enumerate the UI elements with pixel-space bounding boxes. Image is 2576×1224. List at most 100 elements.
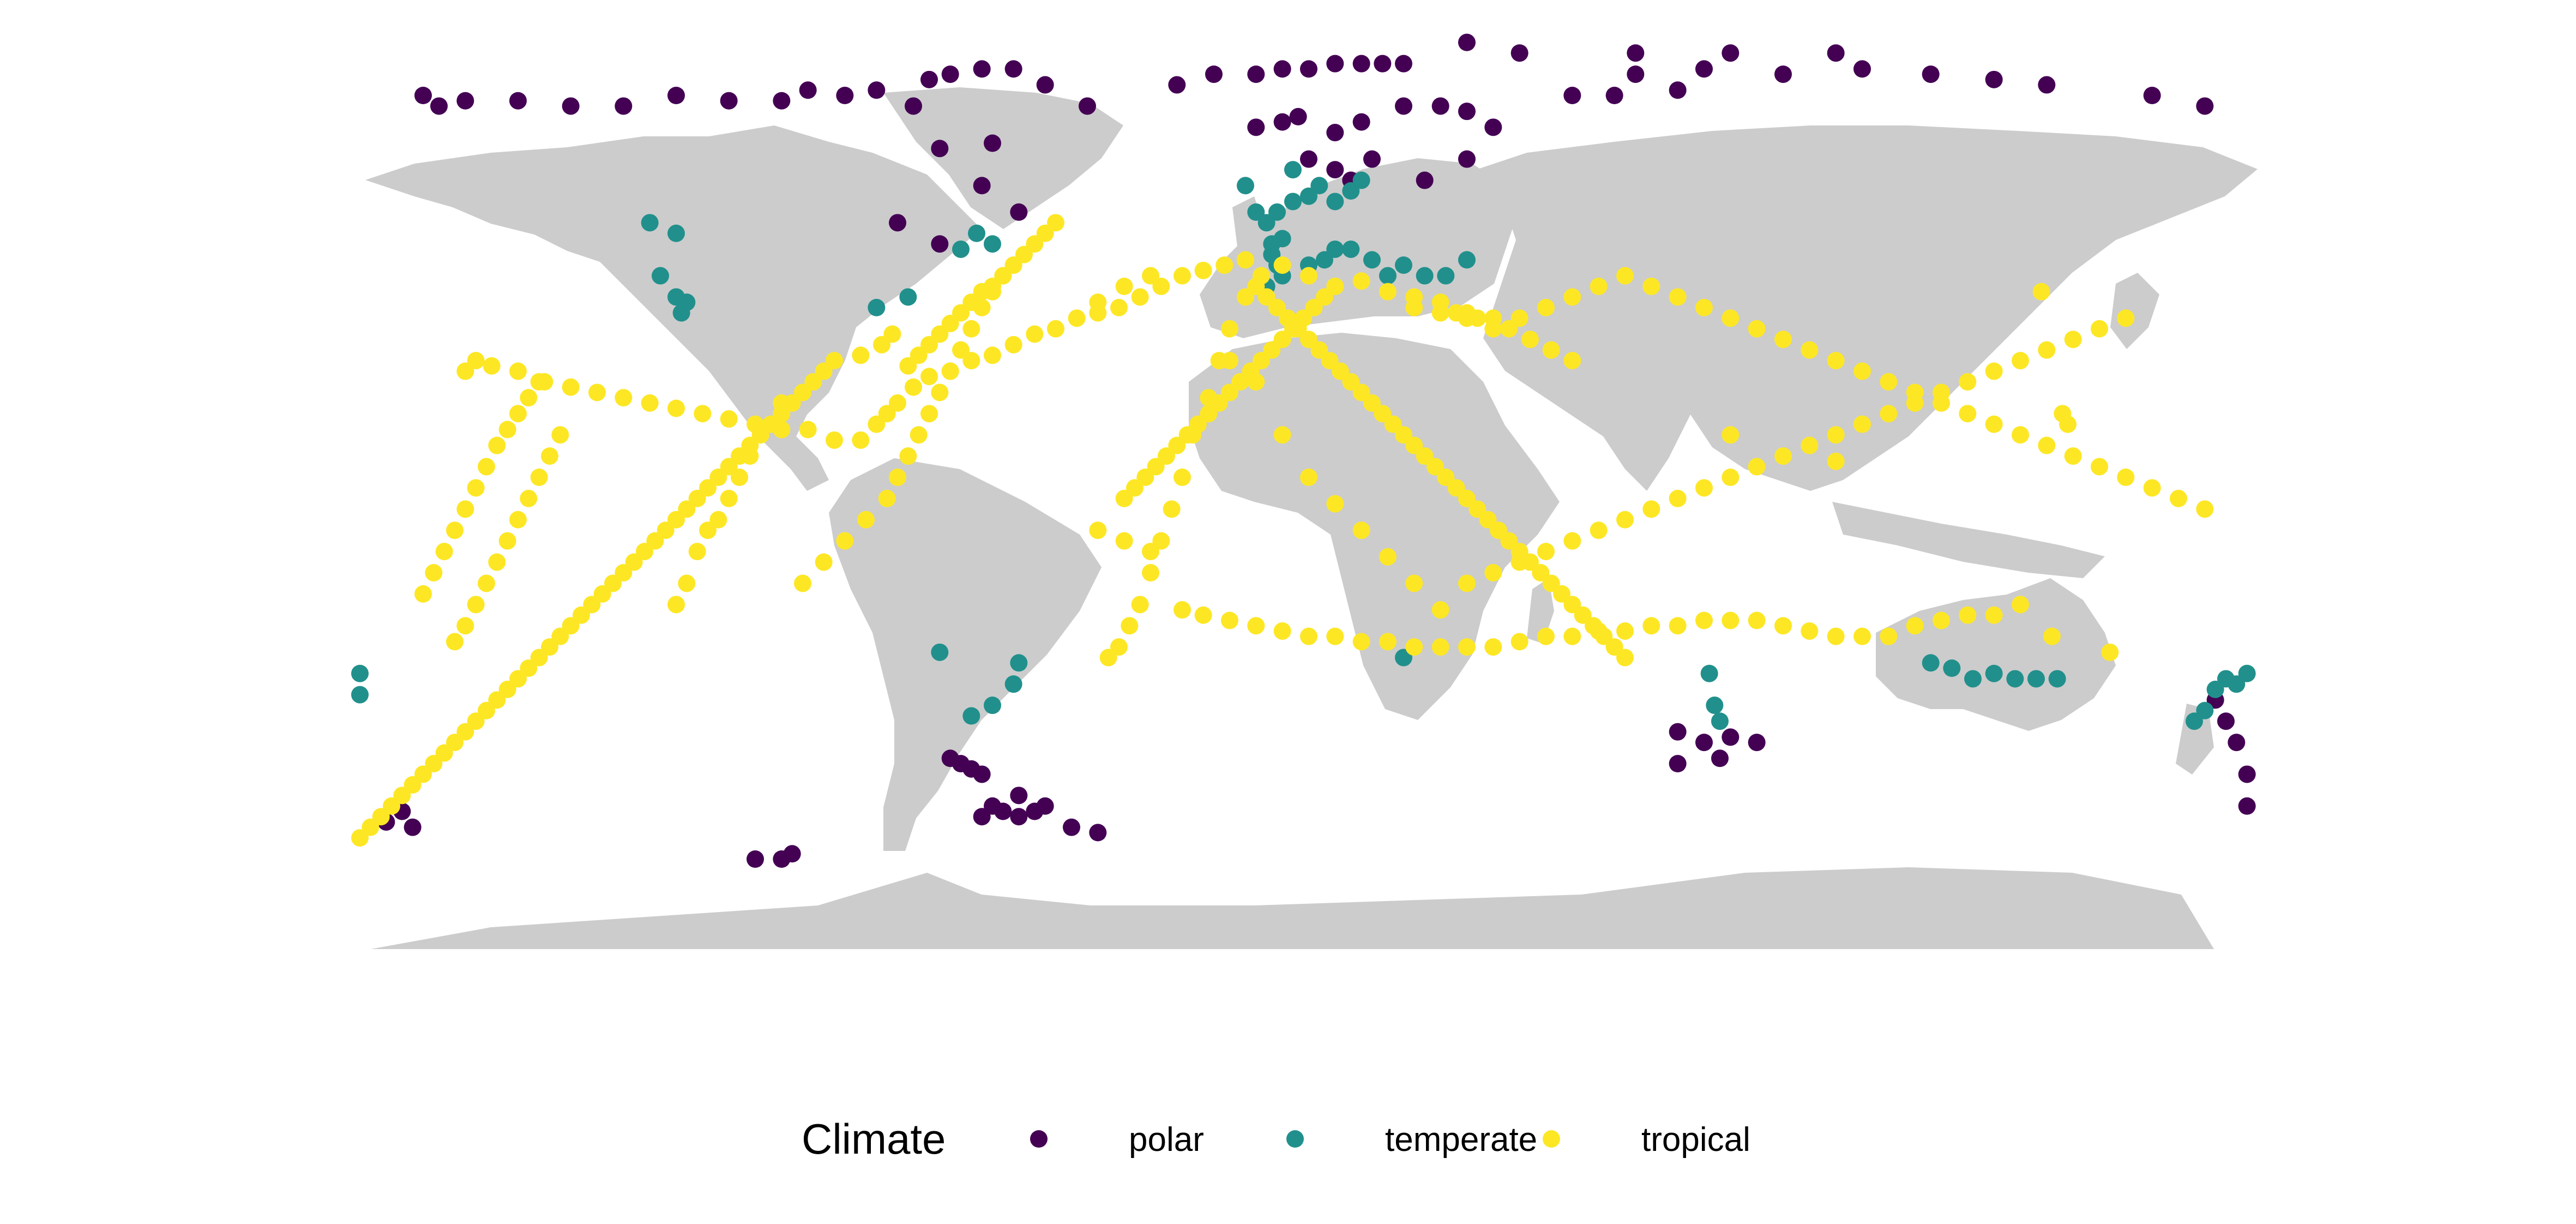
point-tropical-284: [1500, 532, 1518, 550]
point-polar-24: [1326, 55, 1344, 73]
point-polar-33: [1395, 97, 1412, 115]
point-temperate-38: [931, 643, 949, 661]
point-tropical-96: [551, 426, 569, 444]
point-tropical-60: [1405, 638, 1423, 656]
point-temperate-16: [1342, 182, 1360, 200]
point-tropical-233: [1316, 288, 1333, 306]
land-antarctica: [371, 867, 2214, 949]
point-tropical-129: [931, 383, 949, 401]
point-temperate-43: [1395, 649, 1412, 667]
point-polar-39: [1627, 65, 1645, 83]
point-tropical-54: [1247, 617, 1265, 635]
point-tropical-212: [2170, 489, 2187, 507]
point-tropical-105: [498, 421, 516, 439]
point-polar-93: [2228, 734, 2246, 752]
point-tropical-25: [1004, 335, 1022, 353]
point-tropical-315: [709, 469, 727, 486]
point-temperate-35: [1237, 177, 1254, 195]
point-tropical-248: [1036, 224, 1054, 242]
point-tropical-225: [1231, 373, 1249, 391]
point-tropical-283: [1490, 521, 1507, 539]
point-tropical-193: [1669, 288, 1687, 306]
point-tropical-267: [1321, 352, 1339, 370]
point-temperate-8: [952, 240, 970, 258]
point-tropical-263: [1279, 309, 1297, 327]
point-tropical-121: [815, 553, 833, 571]
point-tropical-50: [1099, 649, 1117, 667]
point-tropical-295: [1616, 649, 1634, 667]
point-tropical-55: [1273, 622, 1291, 640]
point-temperate-34: [1284, 161, 1302, 179]
point-tropical-127: [910, 426, 928, 444]
point-tropical-20: [905, 378, 922, 396]
point-polar-5: [615, 97, 633, 115]
point-tropical-192: [1642, 278, 1660, 295]
point-polar-48: [2196, 97, 2214, 115]
point-tropical-89: [478, 574, 495, 592]
point-tropical-143: [1300, 469, 1317, 486]
point-polar-32: [1352, 113, 1370, 131]
point-tropical-27: [1047, 320, 1064, 338]
point-temperate-41: [984, 697, 1001, 715]
point-tropical-18: [878, 405, 896, 423]
point-tropical-204: [1959, 405, 1977, 423]
point-tropical-32: [1152, 278, 1170, 295]
point-tropical-343: [414, 765, 432, 783]
point-tropical-59: [1379, 633, 1397, 651]
point-tropical-246: [1015, 245, 1033, 263]
point-temperate-40: [1004, 675, 1022, 693]
point-tropical-172: [2064, 331, 2082, 349]
point-tropical-83: [2012, 596, 2029, 614]
point-tropical-323: [625, 553, 643, 571]
point-temperate-60: [1706, 697, 1724, 715]
point-tropical-99: [435, 543, 453, 561]
point-polar-90: [1669, 755, 1687, 772]
point-polar-28: [1247, 118, 1265, 136]
point-tropical-194: [1695, 298, 1713, 316]
point-tropical-254: [1468, 309, 1486, 327]
point-tropical-310: [762, 415, 780, 433]
point-tropical-34: [1194, 261, 1212, 279]
point-tropical-147: [1405, 574, 1423, 592]
point-tropical-339: [456, 723, 474, 741]
point-tropical-239: [941, 315, 959, 333]
point-temperate-53: [2186, 712, 2203, 730]
point-tropical-65: [1537, 627, 1555, 645]
point-tropical-321: [646, 532, 664, 550]
point-tropical-3: [509, 362, 527, 380]
point-tropical-122: [836, 532, 854, 550]
point-polar-12: [905, 97, 922, 115]
point-temperate-49: [2027, 670, 2045, 688]
point-polar-2: [456, 92, 474, 110]
point-tropical-336: [488, 691, 506, 709]
point-polar-87: [1722, 728, 1740, 746]
point-tropical-47: [1131, 596, 1149, 614]
point-tropical-75: [1801, 622, 1819, 640]
point-tropical-235: [899, 357, 917, 375]
point-tropical-90: [488, 553, 506, 571]
point-tropical-146: [1379, 548, 1397, 566]
point-tropical-279: [1447, 479, 1465, 497]
point-polar-47: [2143, 87, 2161, 104]
point-polar-69: [973, 765, 991, 783]
point-polar-72: [1010, 808, 1028, 826]
point-tropical-333: [520, 659, 538, 677]
point-polar-11: [868, 81, 886, 99]
point-polar-7: [720, 92, 738, 110]
point-tropical-72: [1722, 611, 1740, 629]
point-polar-9: [799, 81, 817, 99]
point-tropical-24: [984, 346, 1001, 364]
land-south-america: [829, 458, 1102, 851]
point-tropical-200: [1853, 362, 1871, 380]
point-tropical-313: [731, 447, 748, 465]
point-polar-22: [1273, 60, 1291, 78]
point-tropical-322: [636, 543, 653, 561]
point-temperate-14: [1310, 177, 1328, 195]
point-polar-85: [1669, 723, 1687, 741]
point-tropical-312: [741, 436, 759, 454]
point-tropical-173: [2091, 320, 2108, 338]
point-tropical-293: [1595, 627, 1613, 645]
land-north-america: [365, 125, 982, 491]
point-tropical-285: [1510, 543, 1528, 561]
point-tropical-213: [2196, 500, 2214, 518]
